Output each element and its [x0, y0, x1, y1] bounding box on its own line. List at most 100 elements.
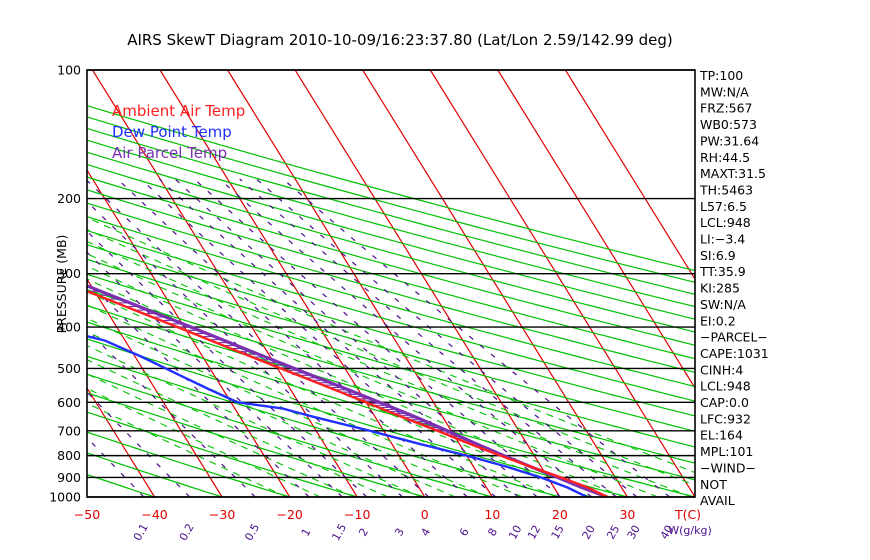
- stat-frz: FRZ:567: [700, 101, 753, 116]
- mixing-ratio-line: [87, 200, 403, 497]
- mixing-ratio-tick: 12: [525, 523, 543, 542]
- stat-maxt: MAXT:31.5: [700, 166, 766, 181]
- dry-adiabat-line: [87, 321, 695, 497]
- mixing-ratio-tick: 6: [457, 526, 472, 539]
- pressure-tick: 600: [57, 395, 81, 410]
- mixing-ratio-line: [239, 178, 617, 497]
- pressure-tick: 300: [57, 266, 81, 281]
- page-title: AIRS SkewT Diagram 2010-10-09/16:23:37.8…: [127, 31, 673, 49]
- mixing-ratio-line: [193, 178, 562, 497]
- pressure-tick: 900: [57, 470, 81, 485]
- mixing-ratio-tick: 8: [485, 526, 500, 539]
- mixing-ratio-tick: 4: [419, 526, 434, 539]
- dry-adiabat-line: [87, 338, 628, 497]
- mixing-ratio-ticklabels: 0.1 0.2 0.5 1 1.5 2 3 4 6 8 10 12 15 20 25 30 40: [131, 521, 676, 543]
- mixing-ratio-tick: 0.5: [242, 521, 262, 543]
- dry-adiabat-line: [87, 127, 695, 295]
- moist-adiabat-line: [87, 317, 490, 497]
- dew-point-temp-curve: [87, 334, 588, 497]
- mixing-ratio-axis-label: W(g/kg): [668, 524, 712, 537]
- bottom-temp-tick: 0: [421, 507, 429, 522]
- stat-rh: RH:44.5: [700, 150, 750, 165]
- pressure-axis-label: PRESSURE (MB): [54, 235, 69, 334]
- stat-li: LI:−3.4: [700, 232, 745, 247]
- isotherm-line: [0, 70, 19, 497]
- pressure-tick: 800: [57, 448, 81, 463]
- dry-adiabat-line: [87, 202, 695, 374]
- stat-mpl: MPL:101: [700, 444, 753, 459]
- stat-cap: CAP:0.0: [700, 395, 749, 410]
- moist-adiabat-line: [87, 240, 692, 497]
- moist-adiabat-line: [87, 216, 695, 474]
- stat-ei: EI:0.2: [700, 313, 736, 328]
- mixing-ratio-lines: [87, 178, 671, 497]
- stat-cape: CAPE:1031: [700, 346, 769, 361]
- stat-lfc: LFC:932: [700, 411, 751, 426]
- dry-adiabat-line: [87, 216, 695, 388]
- moist-adiabat-line: [87, 291, 557, 497]
- stat-header-parcel: −PARCEL−: [700, 330, 768, 345]
- isotherm-line: [564, 70, 695, 281]
- bottom-temp-tick: 10: [484, 507, 500, 522]
- moist-adiabat-line: [87, 228, 695, 486]
- dry-adiabat-line: [87, 116, 695, 283]
- pressure-tick: 1000: [49, 490, 81, 505]
- mixing-ratio-line: [87, 251, 343, 497]
- dry-adiabat-line: [87, 258, 695, 432]
- stat-wind1: NOT: [700, 477, 727, 492]
- pressure-tick: 500: [57, 361, 81, 376]
- temp-axis-label: T(C): [674, 507, 701, 522]
- isotherm-line: [91, 70, 358, 497]
- dry-adiabat-line: [87, 244, 695, 417]
- dry-adiabat-line: [87, 452, 223, 497]
- mixing-ratio-tick: 1.5: [329, 521, 349, 543]
- dry-adiabat-line: [87, 176, 695, 346]
- mixing-ratio-line: [282, 178, 671, 497]
- mixing-ratio-tick: 10: [506, 523, 524, 542]
- legend-item-ambient: Ambient Air Temp: [112, 102, 245, 120]
- stat-pw: PW:31.64: [700, 133, 759, 148]
- stat-wind2: AVAIL: [700, 493, 735, 508]
- legend-item-dewpoint: Dew Point Temp: [112, 123, 232, 141]
- mixing-ratio-tick: 0.2: [177, 521, 197, 543]
- mixing-ratio-line: [117, 178, 468, 497]
- mixing-ratio-line: [87, 230, 368, 497]
- stat-tt: TT:35.9: [699, 264, 746, 279]
- mixing-ratio-tick: 30: [625, 523, 643, 542]
- isotherm-line: [294, 70, 561, 497]
- pressure-tick: 100: [57, 63, 81, 78]
- stat-wb0: WB0:573: [700, 117, 757, 132]
- dry-adiabat-line: [87, 431, 290, 497]
- dry-adiabat-line: [87, 273, 695, 448]
- stat-tp: TP:100: [699, 68, 743, 83]
- bottom-temp-tick: 20: [552, 507, 568, 522]
- bottom-temp-tick: −30: [209, 507, 235, 522]
- legend: Ambient Air Temp Dew Point Temp Air Parc…: [112, 102, 245, 162]
- stat-th: TH:5463: [699, 183, 753, 198]
- dry-adiabat-line: [87, 355, 561, 497]
- dry-adiabat-line: [87, 411, 358, 497]
- data-curves: [87, 284, 608, 497]
- pressure-axis-ticklabels: 100 200 300 400 500 600 700 800 900 1000: [49, 63, 81, 505]
- bottom-temp-tick: −10: [344, 507, 370, 522]
- bottom-temp-tick: −40: [141, 507, 167, 522]
- bottom-temp-tick: −50: [74, 507, 100, 522]
- isotherm-line: [87, 169, 291, 497]
- moist-adiabat-line: [87, 265, 625, 497]
- bottom-temp-ticklabels: −50 −40 −30 −20 −10 0 10 20 30: [74, 507, 636, 522]
- ambient-air-temp-curve: [87, 289, 608, 497]
- mixing-ratio-tick: 2: [356, 526, 371, 539]
- plot-frame: [86, 69, 696, 498]
- dry-adiabat-line: [87, 229, 695, 402]
- moist-adiabat-line: [87, 373, 355, 497]
- mixing-ratio-line: [256, 178, 638, 497]
- isotherm-line: [497, 70, 695, 390]
- stat-ki: KI:285: [700, 281, 740, 296]
- stat-mw: MW:N/A: [700, 84, 749, 99]
- mixing-ratio-line: [87, 280, 310, 497]
- mixing-ratio-line: [140, 178, 497, 497]
- dry-adiabat-line: [87, 373, 493, 497]
- stat-si: SI:6.9: [700, 248, 736, 263]
